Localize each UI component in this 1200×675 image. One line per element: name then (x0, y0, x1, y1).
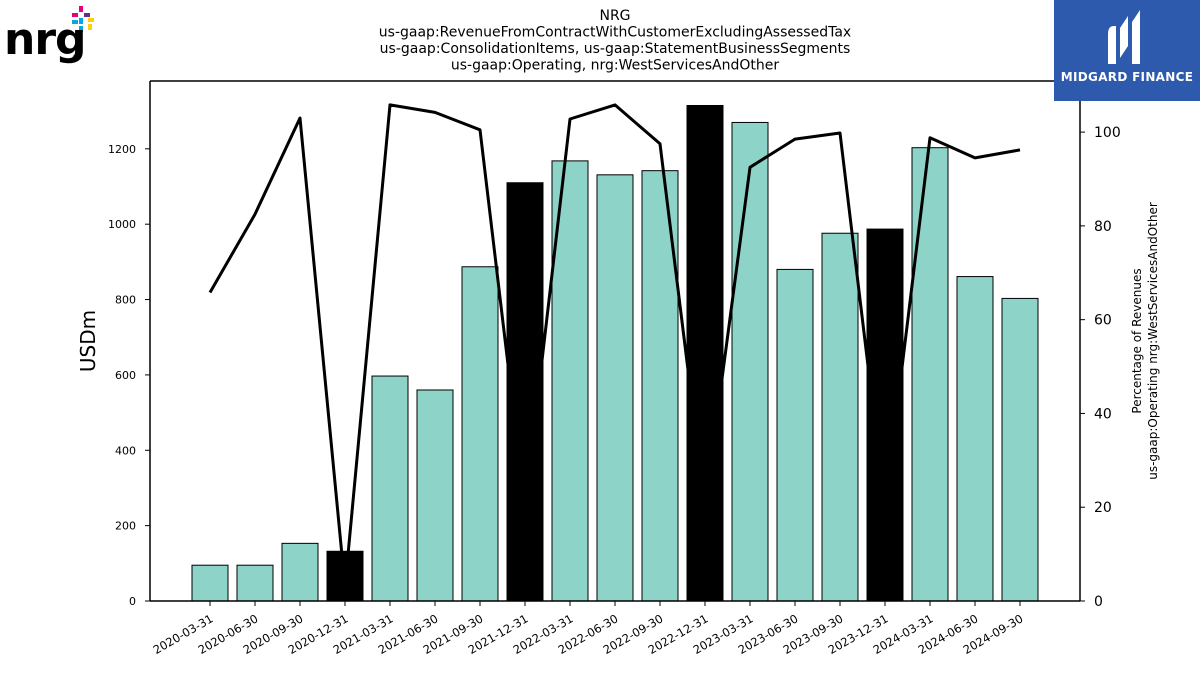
x-axis-ticks: 2020-03-312020-06-302020-09-302020-12-31… (151, 601, 1026, 657)
right-tick-label: 20 (1094, 500, 1112, 516)
bar (821, 232, 859, 602)
midgard-m-icon (1108, 10, 1140, 64)
bar (731, 121, 769, 602)
bar (911, 147, 949, 602)
logo-text: nrg (4, 14, 87, 65)
chart-title-line: NRG (599, 8, 630, 24)
bar (236, 564, 274, 602)
bar (596, 174, 634, 602)
y-axis-label-right-line: Percentage of Revenues (1130, 268, 1144, 413)
line-path (208, 103, 1021, 589)
chart-title-line: us-gaap:RevenueFromContractWithCustomerE… (379, 25, 851, 41)
brand-text: MIDGARD FINANCE (1060, 70, 1194, 84)
right-tick-label: 60 (1094, 313, 1112, 329)
left-tick-label: 800 (115, 294, 136, 307)
left-tick-label: 1000 (108, 218, 136, 231)
bar (281, 542, 319, 602)
y-axis-label-right-line: us-gaap:Operating nrg:WestServicesAndOth… (1146, 202, 1160, 480)
left-tick-label: 400 (115, 444, 136, 457)
bar (1001, 297, 1039, 602)
left-tick-label: 200 (115, 520, 136, 533)
brand-badge: MIDGARD FINANCE (1054, 0, 1200, 101)
left-tick-label: 600 (115, 369, 136, 382)
right-tick-label: 0 (1094, 594, 1103, 610)
right-tick-label: 80 (1094, 219, 1112, 235)
bar (776, 268, 814, 602)
right-tick-label: 100 (1094, 125, 1121, 141)
right-tick-label: 40 (1094, 406, 1112, 422)
nrg-logo: nrg ® (4, 4, 104, 74)
left-tick-label: 1200 (108, 143, 136, 156)
chart-title: NRGus-gaap:RevenueFromContractWithCustom… (379, 8, 851, 74)
logo-reg-mark: ® (72, 54, 78, 61)
chart-title-line: us-gaap:Operating, nrg:WestServicesAndOt… (451, 58, 780, 74)
bar (371, 375, 409, 602)
chart-title-line: us-gaap:ConsolidationItems, us-gaap:Stat… (380, 41, 851, 57)
bar (461, 266, 499, 602)
bar (686, 104, 724, 602)
right-axis-ticks: 0 20 40 60 80 100 (1080, 125, 1121, 610)
left-tick-label: 0 (129, 595, 136, 608)
bar-series (191, 104, 1039, 602)
line-series (208, 103, 1021, 589)
nrg-pinwheel-icon (72, 6, 94, 32)
bar (956, 276, 994, 602)
bar (416, 389, 454, 602)
y-axis-label-right: Percentage of Revenues us-gaap:Operating … (1130, 202, 1160, 480)
left-axis-ticks: 0 200 400 600 800 1000 1200 (108, 143, 150, 608)
y-axis-label: USDm (76, 310, 100, 372)
bar (191, 564, 229, 602)
